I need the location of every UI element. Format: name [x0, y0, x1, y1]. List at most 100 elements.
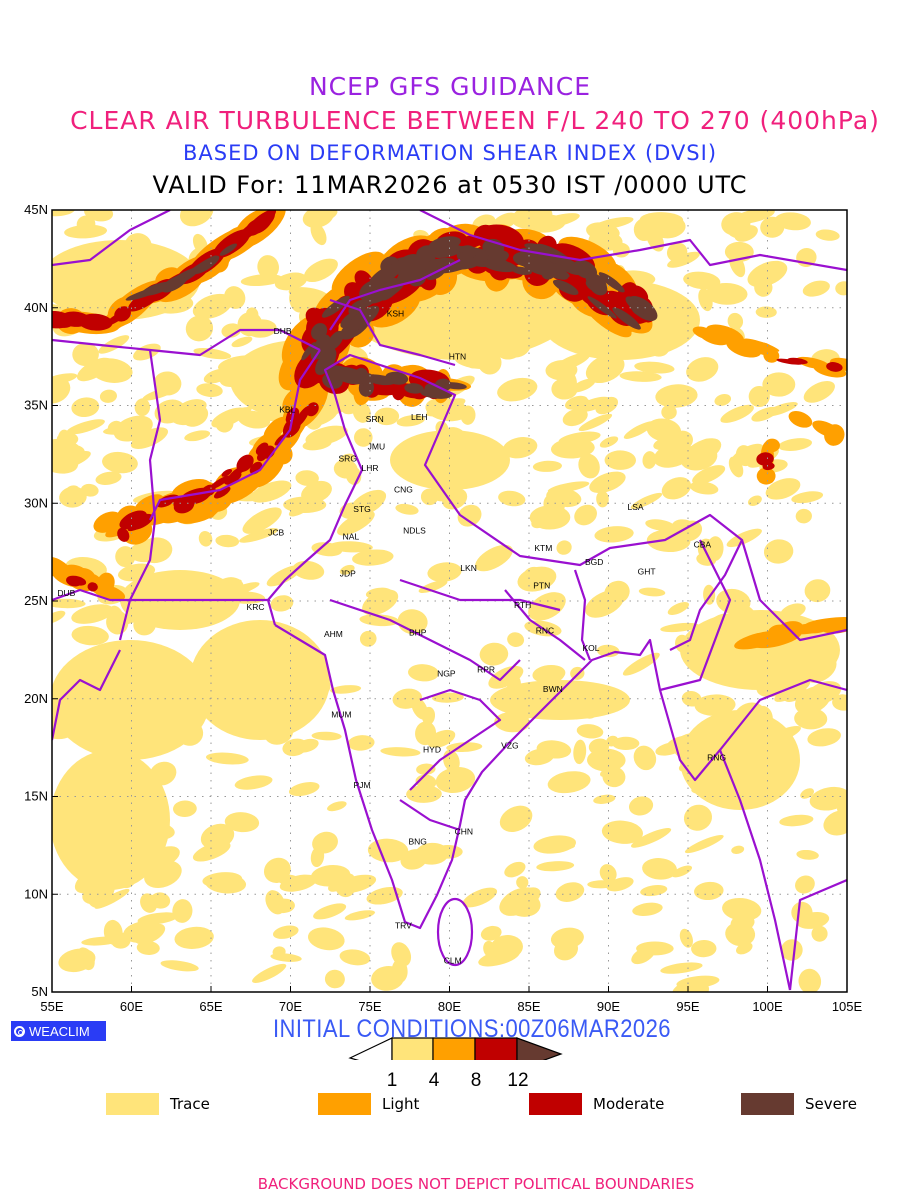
lon-label: 55E — [40, 999, 63, 1014]
trace-area — [420, 488, 439, 506]
trace-area — [460, 405, 476, 425]
trace-area — [796, 911, 830, 929]
city-label-jcb: JCB — [268, 528, 284, 538]
severe-area — [612, 307, 641, 330]
trace-area — [747, 260, 788, 288]
severe-area — [430, 244, 463, 258]
trace-area — [698, 288, 713, 312]
trace-area — [282, 738, 308, 757]
trace-area — [239, 528, 279, 543]
city-label-hyd: HYD — [423, 745, 441, 755]
trace-area — [192, 841, 231, 862]
trace-area — [765, 478, 801, 500]
severe-area — [369, 263, 402, 287]
lon-label: 70E — [279, 999, 302, 1014]
city-label-lhr: LHR — [361, 463, 378, 473]
trace-area — [588, 738, 610, 755]
trace-area — [728, 228, 753, 240]
trace-area — [835, 281, 847, 296]
city-label-jdp: JDP — [340, 569, 356, 579]
lat-label: 20N — [24, 691, 48, 706]
trace-area — [242, 507, 282, 534]
trace-area — [475, 544, 513, 572]
trace-area — [779, 814, 814, 827]
moderate-area — [213, 486, 231, 499]
trace-area — [532, 664, 566, 684]
trace-area — [103, 425, 140, 435]
moderate-area — [756, 452, 774, 466]
trace-area — [543, 493, 565, 517]
initial-conditions: INITIAL CONDITIONS:00Z06MAR2026 — [273, 1015, 671, 1043]
trace-area — [655, 384, 698, 408]
severe-area — [416, 245, 438, 261]
legend-severe: Severe — [741, 1093, 857, 1115]
trace-area — [407, 664, 439, 682]
trace-area — [646, 418, 682, 442]
trace-area — [352, 549, 394, 566]
trace-area — [748, 385, 770, 408]
trace-area — [720, 404, 754, 423]
trace-area — [628, 796, 654, 816]
trace-area — [257, 255, 279, 280]
trace-area — [832, 694, 847, 711]
trace-area — [71, 604, 114, 624]
trace-area — [499, 805, 533, 832]
trace-area — [339, 949, 371, 966]
logo-text: WEACLIM — [29, 1023, 90, 1039]
light-area — [756, 467, 776, 485]
trace-area — [196, 383, 223, 397]
trace-area — [371, 965, 405, 991]
trace-area — [671, 454, 685, 463]
trace-area — [488, 665, 524, 689]
trace-area — [636, 941, 674, 956]
trace-area — [479, 642, 509, 666]
trace-area — [52, 640, 210, 760]
trace-area — [631, 828, 672, 848]
city-label-chn: CHN — [455, 827, 473, 837]
trace-area — [90, 358, 133, 383]
severe-area — [517, 253, 552, 276]
severe-area — [324, 366, 348, 380]
city-label-clm: CLM — [444, 956, 462, 966]
city-label-rnc: RNC — [536, 625, 554, 635]
city-label-bhp: BHP — [409, 627, 427, 637]
lon-label: 60E — [120, 999, 143, 1014]
trace-area — [630, 492, 663, 510]
trace-area — [661, 404, 677, 420]
trace-area — [547, 771, 591, 794]
trace-area — [307, 927, 345, 951]
trace-area — [303, 258, 338, 283]
city-label-lkn: LKN — [460, 563, 477, 573]
trace-area — [344, 910, 375, 921]
trace-area — [730, 443, 764, 466]
trace-area — [680, 710, 800, 810]
trace-area — [553, 938, 579, 961]
title-guidance: NCEP GFS GUIDANCE — [308, 72, 591, 101]
trace-area — [594, 526, 634, 543]
trace-area — [532, 460, 563, 472]
severe-area — [455, 246, 489, 256]
trace-area — [536, 740, 572, 759]
trace-area — [172, 800, 197, 818]
trace-area — [497, 377, 538, 402]
trace-area — [172, 899, 193, 923]
trace-area — [215, 534, 240, 548]
city-label-bng: BNG — [408, 836, 426, 846]
severe-area — [219, 243, 238, 256]
lon-label: 65E — [199, 999, 222, 1014]
trace-area — [274, 272, 308, 291]
city-label-stg: STG — [353, 504, 370, 514]
trace-area — [380, 747, 421, 757]
trace-area — [502, 437, 538, 459]
trace-area — [359, 614, 400, 627]
colorbar-tick: 12 — [507, 1070, 529, 1091]
trace-area — [353, 428, 373, 447]
trace-area — [571, 378, 596, 393]
city-label-kbl: KBL — [279, 404, 295, 414]
trace-area — [586, 222, 620, 241]
trace-area — [347, 735, 375, 751]
trace-area — [804, 579, 831, 603]
trace-area — [807, 728, 841, 747]
trace-area — [395, 503, 419, 515]
trace-area — [310, 865, 351, 887]
